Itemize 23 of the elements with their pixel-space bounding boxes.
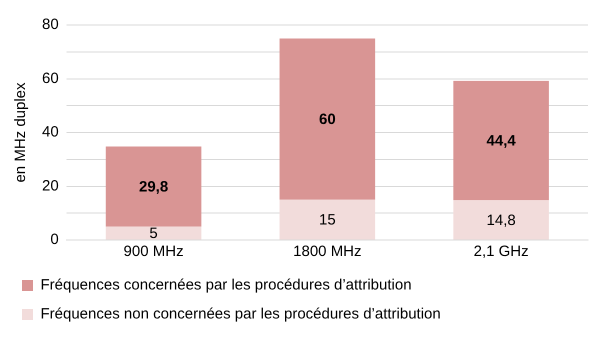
x-tick-label: 900 MHz xyxy=(124,243,184,260)
data-label: 44,4 xyxy=(486,132,516,150)
bar xyxy=(280,200,376,240)
y-tick-label: 40 xyxy=(42,124,59,141)
data-label: 14,8 xyxy=(486,212,516,230)
bar xyxy=(453,200,549,240)
y-axis-title: en MHz duplex xyxy=(12,82,30,183)
bar xyxy=(280,38,376,200)
bar xyxy=(106,226,202,240)
data-label: 29,8 xyxy=(138,178,168,196)
y-tick-label: 60 xyxy=(42,70,59,87)
legend-label: Fréquences concernées par les procédures d’attribution xyxy=(40,276,412,294)
x-tick-label: 1800 MHz xyxy=(293,243,362,260)
y-tick-label: 20 xyxy=(42,177,59,194)
y-tick-label: 80 xyxy=(42,16,59,34)
bar xyxy=(453,80,549,200)
data-label: 60 xyxy=(319,111,336,128)
data-label: 15 xyxy=(319,212,336,229)
x-tick-label: 2,1 GHz xyxy=(474,243,529,260)
legend-label: Fréquences non concernées par les procédures d’attribution xyxy=(40,306,441,323)
data-label: 5 xyxy=(149,225,158,242)
bar xyxy=(106,146,202,227)
y-tick-label: 0 xyxy=(50,231,59,248)
